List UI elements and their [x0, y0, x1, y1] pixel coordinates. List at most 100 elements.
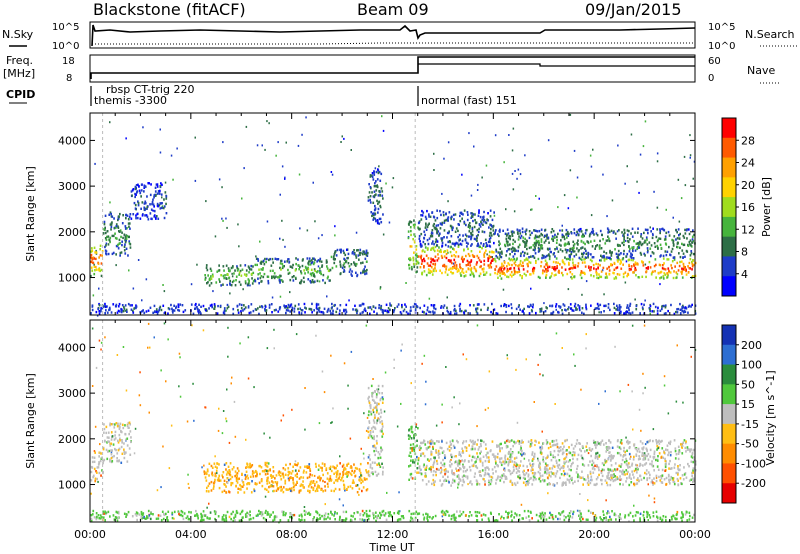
backscatter-pixel-region-11	[533, 245, 536, 248]
backscatter-pixel-region-3	[373, 435, 375, 438]
backscatter-pixel-region-5	[352, 251, 354, 254]
backscatter-pixel-region-2	[159, 202, 162, 205]
backscatter-pixel-region-10	[667, 267, 670, 270]
backscatter-pixel-region-11	[504, 243, 506, 247]
backscatter-pixel-region-2	[223, 489, 226, 492]
backscatter-pixel-region-2	[143, 190, 145, 193]
backscatter-pixel-region-10	[681, 267, 683, 270]
backscatter-pixel-region-3	[369, 406, 372, 409]
backscatter-pixel-region-9	[490, 234, 493, 237]
backscatter-pixel-region-2	[343, 466, 346, 470]
backscatter-pixel-region-10	[634, 261, 637, 264]
backscatter-pixel-region-5	[424, 472, 427, 475]
backscatter-pixel-region-2	[203, 470, 206, 473]
backscatter-pixel-region-4	[303, 269, 305, 272]
backscatter-pixel-region-2	[279, 471, 282, 474]
backscatter-pixel-region-5	[477, 455, 479, 459]
scatter-pixel	[190, 283, 193, 286]
backscatter-pixel-region-2	[156, 192, 159, 195]
backscatter-pixel-region-12	[613, 312, 616, 315]
backscatter-pixel-region-5	[633, 476, 635, 479]
backscatter-pixel-region-2	[322, 473, 324, 477]
backscatter-pixel-region-5	[553, 443, 555, 447]
backscatter-pixel-region-11	[637, 242, 639, 245]
backscatter-pixel-region-12	[615, 308, 617, 311]
backscatter-pixel-region-8	[487, 257, 490, 260]
backscatter-pixel-region-10	[648, 260, 651, 264]
backscatter-pixel-region-2	[264, 461, 267, 465]
backscatter-pixel-region-5	[477, 438, 479, 442]
backscatter-pixel-region-9	[418, 237, 421, 240]
backscatter-pixel-region-2	[344, 472, 347, 475]
backscatter-pixel-region-11	[607, 235, 609, 238]
backscatter-pixel-region-3	[370, 413, 373, 416]
backscatter-pixel-region-5	[343, 251, 345, 255]
backscatter-pixel-region-4	[319, 257, 322, 261]
backscatter-pixel-region-3	[372, 472, 374, 476]
backscatter-pixel-region-6	[375, 219, 377, 223]
backscatter-pixel-region-11	[665, 231, 668, 235]
backscatter-pixel-region-8	[448, 268, 450, 271]
backscatter-pixel-region-8	[488, 250, 491, 254]
scatter-pixel	[304, 428, 306, 431]
backscatter-pixel-region-2	[329, 477, 332, 480]
backscatter-pixel-region-5	[576, 439, 579, 442]
backscatter-pixel-region-5	[570, 465, 572, 468]
scatter-pixel	[347, 384, 349, 387]
backscatter-pixel-region-4	[313, 268, 316, 271]
backscatter-pixel-region-11	[607, 231, 609, 234]
backscatter-pixel-region-4	[281, 262, 284, 266]
backscatter-pixel-region-5	[480, 444, 482, 448]
backscatter-pixel-region-12	[384, 309, 387, 312]
backscatter-pixel-region-5	[499, 449, 501, 453]
backscatter-pixel-region-11	[629, 247, 631, 251]
backscatter-pixel-region-10	[506, 268, 509, 271]
backscatter-pixel-region-3	[376, 402, 378, 405]
backscatter-pixel-region-12	[578, 308, 581, 312]
backscatter-pixel-region-1	[124, 235, 127, 238]
backscatter-pixel-region-5	[454, 461, 456, 464]
scatter-pixel	[604, 390, 606, 393]
backscatter-pixel-region-7	[415, 252, 418, 256]
backscatter-pixel-region-5	[470, 459, 473, 462]
backscatter-pixel-region-8	[455, 264, 458, 267]
backscatter-pixel-region-3	[229, 283, 232, 286]
scatter-pixel	[204, 406, 207, 409]
backscatter-pixel-region-5	[511, 481, 513, 485]
backscatter-pixel-region-5	[666, 448, 669, 452]
backscatter-pixel-region-2	[280, 489, 282, 492]
backscatter-pixel-region-4	[273, 272, 276, 275]
backscatter-pixel-region-3	[225, 264, 228, 267]
backscatter-pixel-region-2	[287, 474, 290, 477]
backscatter-pixel-region-5	[363, 268, 366, 271]
backscatter-pixel-region-5	[596, 482, 598, 486]
backscatter-pixel-region-10	[513, 262, 516, 265]
backscatter-pixel-region-5	[484, 459, 487, 463]
backscatter-pixel-region-12	[562, 303, 565, 306]
backscatter-pixel-region-2	[158, 192, 161, 195]
backscatter-pixel-region-2	[318, 475, 321, 478]
backscatter-pixel-region-12	[392, 310, 395, 314]
backscatter-pixel-region-2	[255, 471, 258, 474]
backscatter-pixel-region-2	[154, 194, 157, 197]
backscatter-pixel-region-5	[611, 469, 614, 473]
backscatter-pixel-region-2	[300, 483, 303, 486]
backscatter-pixel-region-2	[137, 201, 140, 205]
backscatter-pixel-region-11	[640, 233, 643, 236]
backscatter-pixel-region-11	[677, 228, 680, 231]
backscatter-pixel-region-7	[415, 270, 417, 274]
backscatter-pixel-region-5	[628, 483, 631, 487]
backscatter-pixel-region-5	[469, 469, 472, 472]
backscatter-pixel-region-12	[289, 310, 291, 313]
backscatter-pixel-region-10	[680, 270, 683, 274]
backscatter-pixel-region-2	[362, 486, 365, 489]
scatter-pixel	[225, 420, 228, 423]
backscatter-pixel-region-2	[222, 476, 224, 479]
backscatter-pixel-region-12	[421, 310, 424, 313]
backscatter-pixel-region-12	[298, 311, 300, 314]
backscatter-pixel-region-11	[534, 234, 537, 237]
backscatter-pixel-region-10	[581, 261, 584, 264]
colorbar-tick-label: 20	[741, 179, 755, 192]
backscatter-pixel-region-12	[354, 308, 357, 311]
backscatter-pixel-region-12	[402, 309, 405, 313]
